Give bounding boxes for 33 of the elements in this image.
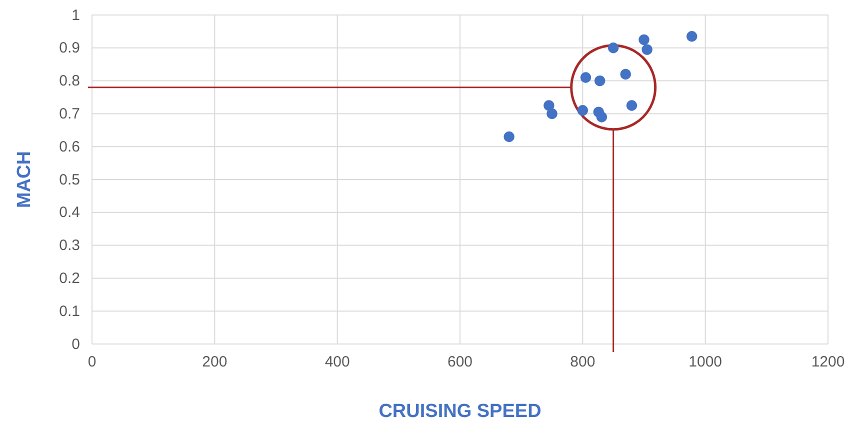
point xyxy=(580,72,592,83)
y-tick-label: 0.1 xyxy=(59,302,80,320)
point xyxy=(620,68,631,80)
x-tick-label: 600 xyxy=(447,354,473,371)
x-tick-label: 200 xyxy=(202,354,228,371)
y-tick-label: 0.8 xyxy=(59,72,80,90)
y-tick-label: 0.6 xyxy=(59,138,80,156)
y-axis-title: MACH xyxy=(14,151,35,208)
point xyxy=(686,31,698,42)
x-tick-label: 400 xyxy=(324,354,350,371)
point xyxy=(546,108,558,120)
point xyxy=(544,100,554,111)
y-tick-label: 1 xyxy=(72,6,80,24)
x-tick-label: 1000 xyxy=(688,354,722,371)
point xyxy=(638,34,650,46)
y-tick-label: 0.5 xyxy=(59,171,80,188)
point xyxy=(594,75,606,86)
point xyxy=(642,44,652,55)
y-tick-label: 0.2 xyxy=(59,270,80,287)
x-tick-label: 0 xyxy=(88,354,96,371)
y-tick-label: 0.9 xyxy=(59,40,80,57)
point xyxy=(504,131,514,142)
y-tick-label: 0.4 xyxy=(59,204,80,222)
y-tick-label: 0 xyxy=(72,336,80,353)
x-tick-label: 800 xyxy=(570,354,596,371)
x-axis-title: CRUISING SPEED xyxy=(378,401,542,422)
y-tick-label: 0.7 xyxy=(59,106,80,122)
point xyxy=(626,100,638,111)
point xyxy=(596,112,608,122)
point xyxy=(608,42,619,54)
y-tick-label: 0.3 xyxy=(59,237,80,254)
point xyxy=(577,105,588,116)
x-tick-label: 1200 xyxy=(811,354,845,371)
